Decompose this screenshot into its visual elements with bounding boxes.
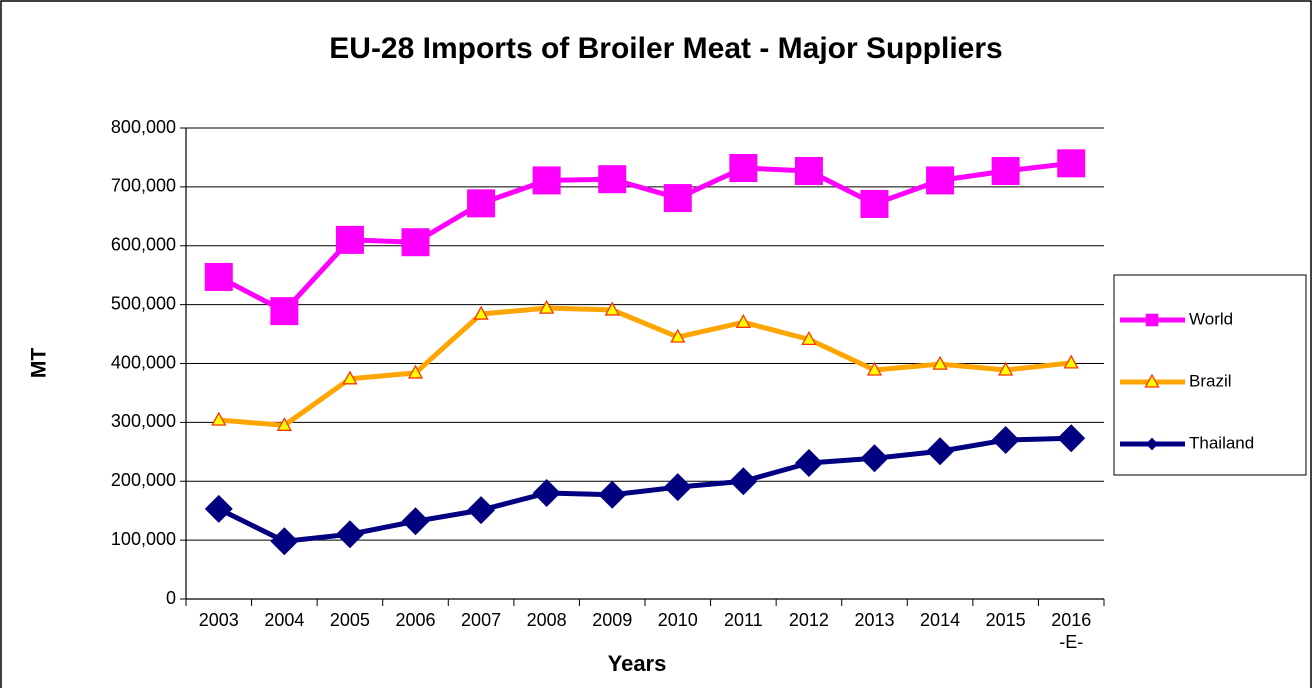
- data-point: [204, 494, 233, 523]
- data-point: [598, 165, 627, 194]
- data-point: [335, 520, 364, 549]
- data-point: [1057, 424, 1086, 453]
- y-tick-label: 300,000: [111, 411, 176, 431]
- legend-marker: [1144, 373, 1160, 388]
- data-point: [801, 330, 817, 346]
- y-tick-label: 0: [166, 588, 176, 608]
- y-axis-title: MT: [28, 348, 51, 378]
- data-point: [794, 448, 823, 477]
- data-point: [604, 301, 620, 316]
- data-point: [991, 156, 1020, 185]
- chart-title: EU-28 Imports of Broiler Meat - Major Su…: [329, 32, 1002, 65]
- data-point: [276, 416, 292, 431]
- data-point: [342, 370, 358, 385]
- data-point: [467, 189, 496, 218]
- data-point: [663, 473, 692, 502]
- data-point: [991, 426, 1020, 455]
- x-axis-title: Years: [608, 651, 667, 676]
- data-point: [729, 467, 758, 496]
- y-tick-label: 400,000: [111, 352, 176, 372]
- data-point: [932, 355, 948, 370]
- data-point: [598, 480, 627, 509]
- data-point: [866, 361, 883, 376]
- x-tick-label: 2003: [199, 610, 239, 630]
- data-point: [532, 479, 561, 508]
- data-point: [1057, 149, 1086, 178]
- x-tick-label: 2004: [264, 610, 304, 630]
- data-point: [407, 364, 424, 379]
- data-point: [335, 225, 364, 254]
- x-tick-label: 2011: [724, 610, 763, 630]
- legend-label: Brazil: [1189, 371, 1232, 390]
- y-tick-label: 200,000: [111, 470, 176, 490]
- data-point: [539, 299, 555, 314]
- x-tick-label: 2009: [592, 610, 632, 630]
- data-point: [401, 507, 430, 536]
- data-point: [270, 297, 299, 326]
- data-point: [532, 166, 561, 195]
- y-tick-label: 100,000: [111, 529, 176, 549]
- data-point: [998, 361, 1014, 376]
- x-tick-label: 2015: [986, 610, 1026, 630]
- data-point: [663, 184, 692, 213]
- legend-label: World: [1189, 309, 1233, 328]
- data-point: [467, 496, 496, 525]
- x-tick-label: 2010: [658, 610, 698, 630]
- data-point: [735, 313, 751, 328]
- data-point: [860, 189, 889, 218]
- series-line: [218, 305, 1072, 428]
- data-point: [926, 437, 955, 466]
- data-point: [1063, 354, 1079, 369]
- x-tick-label: 2013: [854, 610, 894, 630]
- data-point: [401, 228, 430, 257]
- x-tick-label: 2008: [527, 610, 567, 630]
- y-tick-label: 700,000: [111, 176, 176, 196]
- y-tick-label: 800,000: [111, 117, 176, 137]
- data-point: [670, 328, 686, 343]
- x-tick-label: 2007: [461, 610, 501, 630]
- x-tick-label: 2012: [789, 610, 829, 630]
- x-tick-label: 2016 -E-: [1051, 610, 1091, 652]
- y-tick-label: 600,000: [111, 235, 176, 255]
- data-point: [794, 156, 823, 185]
- data-point: [926, 166, 955, 195]
- data-point: [204, 262, 233, 291]
- data-point: [473, 305, 489, 320]
- data-point: [860, 444, 889, 473]
- legend-label: Thailand: [1189, 433, 1254, 452]
- y-tick-label: 500,000: [111, 293, 176, 313]
- x-tick-label: 2014: [920, 610, 960, 630]
- legend-marker: [1145, 437, 1159, 451]
- legend-marker: [1145, 313, 1159, 327]
- data-point: [270, 527, 299, 556]
- x-tick-label: 2005: [330, 610, 370, 630]
- x-tick-label: 2006: [395, 610, 435, 630]
- data-point: [729, 154, 758, 183]
- data-point: [211, 411, 227, 426]
